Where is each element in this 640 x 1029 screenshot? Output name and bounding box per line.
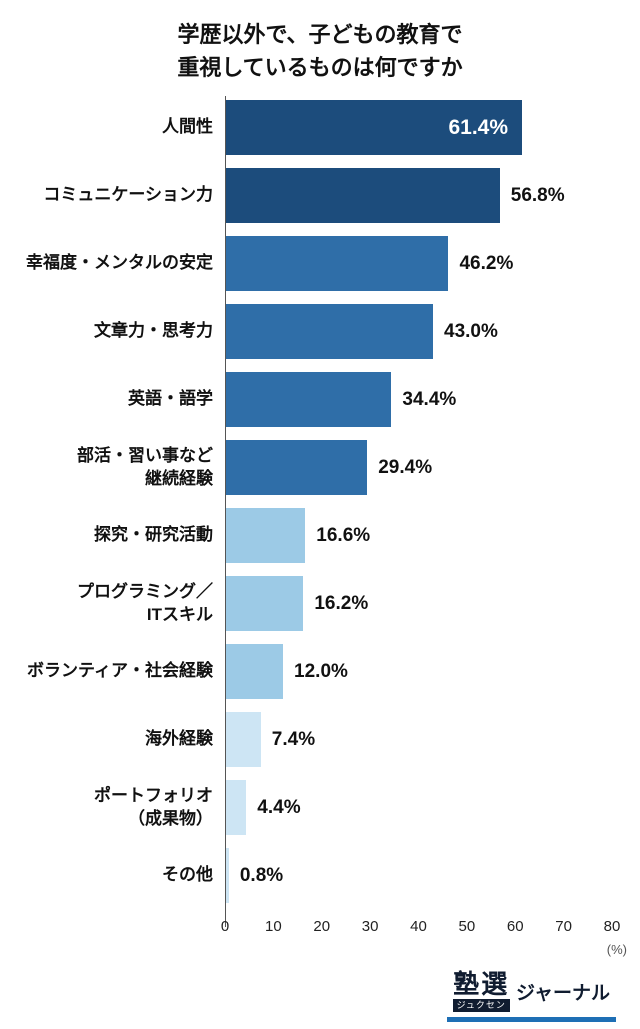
bar-area: 7.4% [225, 712, 612, 767]
bar: 61.4% [225, 100, 523, 155]
x-tick-label: 80 [603, 918, 621, 935]
bar-row: 幸福度・メンタルの安定 46.2% [0, 236, 640, 291]
bar-label: 海外経験 [145, 729, 213, 749]
bar-label: ボランティア・社会経験 [27, 661, 213, 681]
bar-row: プログラミング／ ITスキル 16.2% [0, 576, 640, 631]
bar-area: 0.8% [225, 848, 612, 903]
bar-label: コミュニケーション力 [43, 185, 213, 205]
bar-row: その他 0.8% [0, 848, 640, 903]
chart-rows: 人間性 61.4% コミュニケーション力 56.8% 幸福度・メンタルの安定 4… [0, 96, 640, 927]
x-tick-label: 30 [361, 918, 379, 935]
bar-area: 46.2% [225, 236, 612, 291]
bar-area: 16.6% [225, 508, 612, 563]
bar-row: ボランティア・社会経験 12.0% [0, 644, 640, 699]
bar-row: 文章力・思考力 43.0% [0, 304, 640, 359]
bar-value: 4.4% [257, 796, 301, 818]
logo-suffix-text: ジャーナル [515, 982, 610, 1004]
jukusen-journal-logo: 塾選 ジュクセン ジャーナル [446, 969, 616, 1022]
bar-value: 0.8% [239, 864, 284, 886]
bar-row: ポートフォリオ （成果物） 4.4% [0, 780, 640, 835]
bar-area: 61.4% [225, 100, 612, 155]
x-tick-label: 60 [506, 918, 524, 935]
bar-row: コミュニケーション力 56.8% [0, 168, 640, 223]
bar-value: 7.4% [271, 728, 316, 750]
footer: 塾選 ジュクセン ジャーナル [0, 971, 640, 1022]
bar-value: 56.8% [510, 184, 565, 206]
bar-area: 34.4% [225, 372, 612, 427]
x-tick-label: 20 [313, 918, 331, 935]
bar [225, 236, 449, 291]
chart-title-line1: 学歴以外で、子どもの教育で [177, 22, 463, 47]
bar-area: 16.2% [225, 576, 612, 631]
bar-label: 英語・語学 [128, 389, 213, 409]
bar-row: 部活・習い事など 継続経験 29.4% [0, 440, 640, 495]
logo-ruby-text: ジュクセン [452, 999, 510, 1012]
logo-main-block: 塾選 ジュクセン [452, 969, 510, 1012]
bar-row: 探究・研究活動 16.6% [0, 508, 640, 563]
bar-row: 人間性 61.4% [0, 100, 640, 155]
bar-label: ポートフォリオ （成果物） [94, 786, 213, 828]
bar-area: 29.4% [225, 440, 612, 495]
x-tick-label: 50 [458, 918, 476, 935]
x-tick-label: 10 [265, 918, 282, 935]
x-tick-label: 0 [220, 918, 230, 935]
bar [225, 508, 306, 563]
bar [225, 712, 261, 767]
bar-value: 43.0% [444, 320, 498, 342]
chart-title-line2: 重視しているものは何ですか [177, 55, 463, 80]
x-axis: 0 10 20 30 40 50 60 70 80 [221, 916, 621, 940]
bar-label: 人間性 [162, 117, 213, 137]
bar-area: 43.0% [225, 304, 612, 359]
bar [225, 780, 247, 835]
bar [225, 848, 229, 903]
bar [225, 440, 368, 495]
bar-label: 部活・習い事など 継続経験 [77, 446, 213, 488]
bar [225, 304, 433, 359]
bar-value: 34.4% [402, 388, 457, 410]
bar-chart: 人間性 61.4% コミュニケーション力 56.8% 幸福度・メンタルの安定 4… [0, 96, 640, 957]
bar-value: 12.0% [294, 660, 348, 682]
bar [225, 644, 284, 699]
bar-value: 16.6% [316, 524, 371, 546]
bar-value: 29.4% [378, 456, 433, 478]
bar-label: 幸福度・メンタルの安定 [26, 253, 213, 273]
bar-area: 12.0% [225, 644, 612, 699]
bar-row: 海外経験 7.4% [0, 712, 640, 767]
bar-value: 46.2% [459, 252, 514, 274]
bar-area: 56.8% [225, 168, 612, 223]
bar [225, 576, 304, 631]
bar-label: プログラミング／ ITスキル [77, 582, 213, 624]
bar [225, 372, 392, 427]
bar-label: その他 [162, 865, 213, 885]
bar-row: 英語・語学 34.4% [0, 372, 640, 427]
bar-value-inside: 61.4% [448, 115, 509, 139]
bar-label: 文章力・思考力 [94, 321, 213, 341]
chart-title: 学歴以外で、子どもの教育で 重視しているものは何ですか [0, 0, 640, 84]
x-tick-label: 40 [410, 918, 427, 935]
bar-area: 4.4% [225, 780, 612, 835]
x-axis-unit: (%) [606, 942, 627, 957]
bar-value: 16.2% [314, 592, 369, 614]
bar [225, 168, 500, 223]
logo-main-text: 塾選 [453, 969, 510, 999]
x-tick-label: 70 [555, 918, 572, 935]
y-axis-line [225, 96, 226, 927]
bar-label: 探究・研究活動 [94, 525, 213, 545]
